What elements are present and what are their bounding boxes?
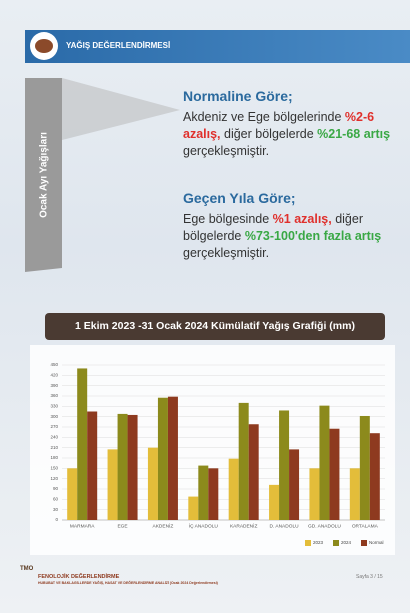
x-tick-label: İÇ ANADOLU [189,522,219,529]
text-segment: %73-100'den fazla artış [244,229,382,243]
icon-seed [35,39,53,53]
bar [188,496,199,520]
bar [369,433,380,520]
x-tick-label: ORTALAMA [352,523,379,529]
section: Normaline Göre; Akdeniz ve Ege bölgelerin… [183,88,398,160]
bar [269,484,280,520]
x-tick-label: EGE [117,523,127,529]
bar [309,468,320,520]
section-text: Ege bölgesinde %1 azalış, diğer bölgeler… [183,211,398,262]
text-segment: Akdeniz ve Ege bölgelerinde [183,110,345,124]
bar [319,405,330,520]
x-tick-label: MARMARA [70,523,95,529]
bar [167,396,178,520]
bar [127,414,138,520]
y-tick-label: 30 [53,507,59,512]
text-segment: %21-68 artış [317,127,391,141]
text-segment: %1 azalış, [272,212,332,226]
footer-org: TMO [20,566,34,572]
text-segment: gerçekleşmiştir. [183,246,270,260]
bar [67,468,78,520]
y-tick-label: 150 [50,466,58,471]
bar [349,468,360,520]
bar [289,449,300,520]
legend-swatch [361,540,367,546]
bar [198,465,209,520]
bar [87,411,98,520]
side-banner [25,78,62,272]
y-tick-label: 420 [50,373,58,378]
bar [248,424,259,520]
bar [208,468,219,520]
y-tick-label: 360 [50,393,58,398]
text-segment: Ege bölgesinde [183,212,273,226]
bar [228,458,239,520]
header-title: YAĞIŞ DEĞERLENDİRMESİ [66,41,171,50]
side-label: Ocak Ayı Yağışları [39,132,50,218]
legend-label: 2024 [341,540,352,545]
banner-arrow [62,78,180,140]
text-segment: %2-6 azalış, [183,110,375,141]
bar [238,402,249,520]
text-segment: diğer bölgelerde [220,127,318,141]
section: Geçen Yıla Göre; Ege bölgesinde %1 azalış… [183,190,398,262]
section-text: Akdeniz ve Ege bölgelerinde %2-6 azalış,… [183,109,398,160]
footer-title: FENOLOJİK DEĞERLENDİRME [38,574,120,580]
footer-subtitle: HUBUBAT VE BAKLAGİLLERDE YAĞIŞ, HASAT VE… [38,581,218,585]
bar [147,447,158,520]
y-tick-label: 450 [50,362,58,367]
header-bar [25,30,410,63]
y-tick-label: 180 [50,455,58,460]
y-tick-label: 120 [50,476,58,481]
y-tick-label: 270 [50,424,58,429]
y-tick-label: 90 [53,486,59,491]
legend-label: 2023 [313,540,324,545]
bar [359,415,370,520]
page-number: Sayfa 3 / 15 [356,574,383,580]
y-tick-label: 240 [50,435,58,440]
chart-title: 1 Ekim 2023 -31 Ocak 2024 Kümülatif Yağı… [45,313,385,340]
bar [279,410,290,520]
bar [157,397,168,520]
bar [107,449,118,520]
legend-swatch [333,540,339,546]
bar [77,368,88,520]
x-tick-label: KARADENİZ [230,522,258,529]
y-tick-label: 60 [53,497,59,502]
bar [329,428,340,520]
y-tick-label: 300 [50,414,58,419]
y-tick-label: 330 [50,404,58,409]
x-tick-label: GD. ANADOLU [308,523,341,529]
text-segment: diğer bölgelerde [183,212,364,243]
y-tick-label: 390 [50,383,58,388]
section-heading: Geçen Yıla Göre; [183,190,296,206]
bar [117,413,128,520]
y-tick-label: 0 [55,517,58,522]
y-tick-label: 210 [50,445,58,450]
x-tick-label: D. ANADOLU [270,523,300,529]
x-tick-label: AKDENİZ [153,522,174,529]
section-heading: Normaline Göre; [183,88,293,104]
legend-label: Normal [369,540,384,545]
text-segment: gerçekleşmiştir. [183,144,270,158]
legend-swatch [305,540,311,546]
